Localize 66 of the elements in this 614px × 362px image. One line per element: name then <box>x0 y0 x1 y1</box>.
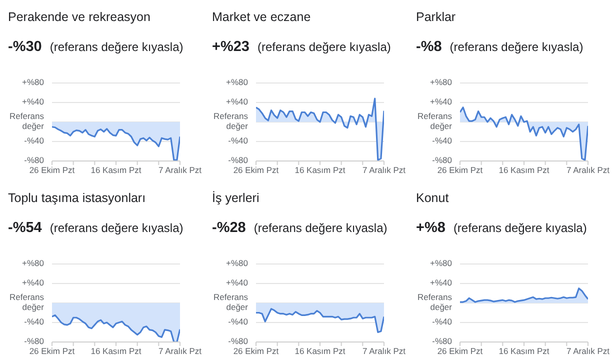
y-tick-label: +%40 <box>226 278 248 288</box>
y-tick-label: Referans değer <box>214 111 248 132</box>
x-tick-label: 16 Kasım Pzt <box>498 165 550 176</box>
y-tick-label: -%40 <box>24 136 44 146</box>
chart-subtitle: -%54 <box>8 220 42 236</box>
y-tick-label: +%80 <box>22 258 44 268</box>
y-tick-label: -%80 <box>24 336 44 346</box>
y-tick-label: Referans değer <box>214 292 248 312</box>
y-tick-label: +%40 <box>22 96 44 107</box>
y-tick-label: +%80 <box>226 258 248 268</box>
x-tick-label: 7 Aralık Pzt <box>158 346 202 356</box>
x-tick-label: 16 Kasım Pzt <box>498 346 550 356</box>
x-tick-label: 7 Aralık Pzt <box>566 346 610 356</box>
y-tick-label: +%80 <box>22 77 44 88</box>
x-tick-label: 16 Kasım Pzt <box>294 346 346 356</box>
y-tick-label: -%80 <box>228 155 248 166</box>
text: (referans değere kıyasla) <box>50 40 184 54</box>
y-tick-label: -%80 <box>432 336 452 346</box>
y-tick-label: -%40 <box>228 316 248 327</box>
y-tick-label: Referans değer <box>10 111 44 132</box>
chart-title: İş yerleri <box>212 191 260 205</box>
y-tick-label: -%80 <box>432 155 452 166</box>
y-tick-label: +%80 <box>226 77 248 88</box>
y-tick-label: Referans değer <box>10 292 44 312</box>
x-tick-label: 7 Aralık Pzt <box>362 165 406 176</box>
text: (referans değere kıyasla) <box>450 40 584 54</box>
text: (referans değere kıyasla) <box>453 221 587 235</box>
y-tick-label: Referans değer <box>418 111 452 132</box>
chart-title: Toplu taşıma istasyonları <box>8 191 146 205</box>
y-tick-label: +%40 <box>430 96 452 107</box>
y-tick-label: -%80 <box>24 155 44 166</box>
chart-subtitle: +%8 <box>416 220 446 236</box>
chart-subtitle: -%30 <box>8 39 42 55</box>
x-tick-label: 26 Ekim Pzt <box>437 165 484 176</box>
y-tick-label: +%40 <box>22 278 44 288</box>
x-tick-label: 26 Ekim Pzt <box>29 346 76 356</box>
chart-subtitle: +%23 <box>212 39 250 55</box>
x-tick-label: 26 Ekim Pzt <box>437 346 484 356</box>
y-tick-label: -%40 <box>432 136 452 146</box>
y-tick-label: +%80 <box>430 258 452 268</box>
y-tick-label: -%40 <box>228 136 248 146</box>
x-tick-label: 16 Kasım Pzt <box>90 346 142 356</box>
x-tick-label: 7 Aralık Pzt <box>158 165 202 176</box>
chart-title: Perakende ve rekreasyon <box>8 10 150 24</box>
text: (referans değere kıyasla) <box>50 221 184 235</box>
y-tick-label: Referans değer <box>418 292 452 312</box>
chart-subtitle: -%8 <box>416 39 442 55</box>
text: (referans değere kıyasla) <box>254 221 388 235</box>
y-tick-label: +%40 <box>430 278 452 288</box>
x-tick-label: 16 Kasım Pzt <box>294 165 346 176</box>
x-tick-label: 16 Kasım Pzt <box>90 165 142 176</box>
chart-title: Market ve eczane <box>212 10 311 24</box>
x-tick-label: 26 Ekim Pzt <box>233 165 280 176</box>
x-tick-label: 26 Ekim Pzt <box>29 165 76 176</box>
y-tick-label: -%40 <box>24 316 44 327</box>
y-tick-label: -%80 <box>228 336 248 346</box>
x-tick-label: 26 Ekim Pzt <box>233 346 280 356</box>
y-tick-label: -%40 <box>432 316 452 327</box>
x-tick-label: 7 Aralık Pzt <box>566 165 610 176</box>
y-tick-label: +%80 <box>430 77 452 88</box>
chart-subtitle: -%28 <box>212 220 246 236</box>
chart-title: Parklar <box>416 10 456 24</box>
chart-title: Konut <box>416 191 449 205</box>
x-tick-label: 7 Aralık Pzt <box>362 346 406 356</box>
text: (referans değere kıyasla) <box>258 40 391 54</box>
y-tick-label: +%40 <box>226 96 248 107</box>
